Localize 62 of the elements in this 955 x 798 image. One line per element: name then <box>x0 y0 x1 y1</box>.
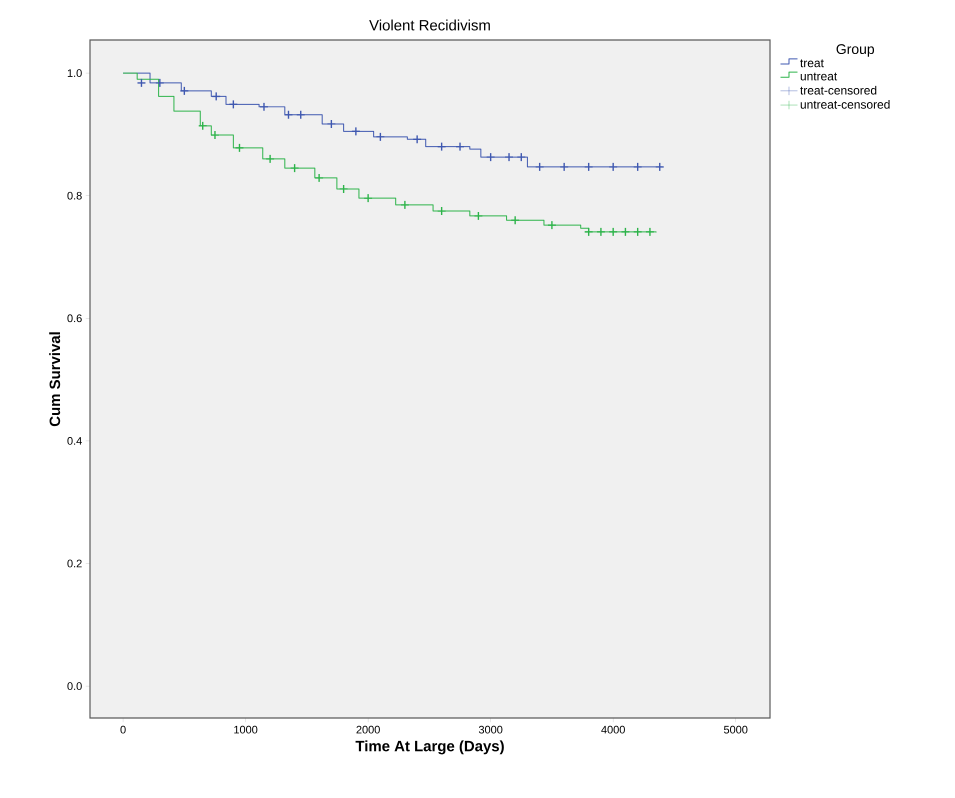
y-tick-label: 1.0 <box>68 69 82 77</box>
point <box>474 211 484 221</box>
point <box>290 163 300 173</box>
point <box>155 78 165 88</box>
y-tick-label: 0.2 <box>67 560 82 568</box>
point <box>608 162 618 172</box>
point <box>351 126 361 136</box>
point <box>400 200 410 210</box>
point <box>504 152 514 162</box>
point <box>516 152 526 162</box>
legend-label: untreat-censored <box>800 100 890 109</box>
point <box>534 162 544 172</box>
x-tick-label: 4000 <box>601 726 625 734</box>
y-axis-title: Cum Survival <box>49 332 60 426</box>
point <box>620 227 630 237</box>
point <box>363 193 373 203</box>
point <box>412 134 422 144</box>
chart-title: Violent Recidivism <box>369 20 490 30</box>
x-axis-title: Time At Large (Days) <box>356 740 504 754</box>
point <box>234 143 244 153</box>
point <box>436 142 446 152</box>
x-tick-label: 2000 <box>356 726 380 734</box>
point <box>645 227 655 237</box>
y-tick-label: 0.0 <box>67 682 82 690</box>
point <box>436 206 446 216</box>
point <box>259 102 269 112</box>
y-tick-label: 0.4 <box>67 437 82 445</box>
point <box>212 92 221 102</box>
legend-title: Group <box>836 44 874 57</box>
point <box>455 142 465 152</box>
point <box>584 227 594 237</box>
point <box>584 162 594 172</box>
point <box>180 86 190 96</box>
point <box>314 173 324 183</box>
point <box>632 162 642 172</box>
y-tick-label: 0.6 <box>67 314 82 322</box>
point <box>210 130 220 140</box>
x-tick-label: 1000 <box>234 726 258 734</box>
point <box>338 184 348 194</box>
point <box>547 220 557 230</box>
x-tick-label: 5000 <box>724 726 748 734</box>
point <box>265 154 275 164</box>
point <box>326 119 336 129</box>
legend-label: treat <box>800 59 824 68</box>
point <box>136 78 146 88</box>
point <box>284 110 294 120</box>
point <box>510 216 520 225</box>
legend-label: untreat <box>800 72 838 80</box>
point <box>296 110 306 120</box>
point <box>655 162 664 172</box>
point <box>486 152 496 162</box>
legend-label: treat-censored <box>800 86 876 95</box>
point <box>228 100 238 110</box>
x-tick-label: 3000 <box>478 726 502 734</box>
point <box>198 121 208 130</box>
y-tick-label: 0.8 <box>67 192 82 200</box>
point <box>632 227 642 237</box>
point <box>596 227 606 237</box>
x-tick-label: 0 <box>120 726 126 734</box>
point <box>559 162 569 172</box>
point <box>608 227 618 237</box>
point <box>376 132 386 142</box>
